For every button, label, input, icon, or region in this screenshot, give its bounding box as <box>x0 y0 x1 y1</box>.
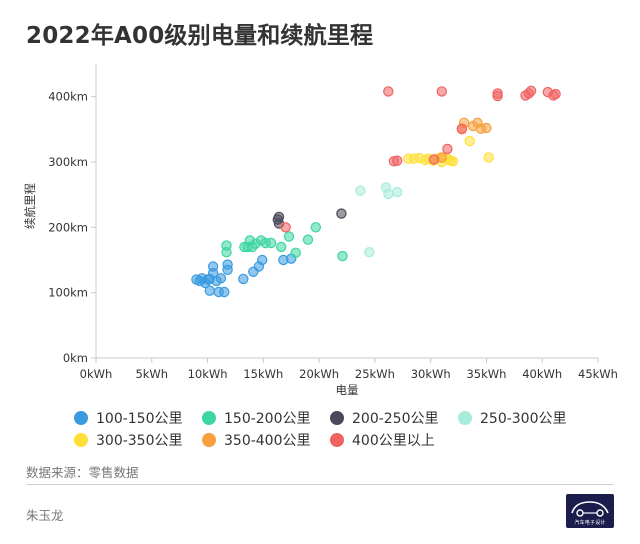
legend-item-350-400[interactable]: 350-400公里 <box>202 430 311 450</box>
data-point <box>222 259 233 270</box>
footer-divider <box>26 484 614 485</box>
data-point <box>280 222 291 233</box>
data-point <box>392 186 403 198</box>
legend-label: 400公里以上 <box>352 433 435 449</box>
data-point <box>483 152 494 163</box>
data-point <box>481 122 492 134</box>
x-tick-label: 45kWh <box>578 367 618 381</box>
car-logo-icon <box>571 501 609 517</box>
legend-swatch <box>458 411 472 425</box>
x-tick-label: 5kWh <box>135 367 168 381</box>
data-point <box>204 285 215 296</box>
scatter-chart: 0kWh 5kWh 10kWh 15kWh 20kWh 25kWh 30kWh 35kWh 40… <box>23 64 618 397</box>
data-point <box>428 154 440 165</box>
x-tick-label: 15kWh <box>243 367 283 381</box>
y-axis-label: 续航里程 <box>23 183 37 229</box>
x-tick-label: 40kWh <box>522 367 562 381</box>
data-point <box>273 211 285 223</box>
x-tick-label: 10kWh <box>188 367 228 381</box>
data-point <box>207 261 219 272</box>
legend-label: 200-250公里 <box>352 411 439 427</box>
legend-item-100-150[interactable]: 100-150公里 <box>74 408 183 428</box>
y-tick-label: 300km <box>48 155 88 169</box>
data-point <box>221 240 232 251</box>
legend-swatch <box>74 433 88 447</box>
data-point <box>456 123 468 134</box>
data-point <box>355 185 366 196</box>
y-tick-label: 200km <box>48 220 88 234</box>
legend-label: 300-350公里 <box>96 433 183 449</box>
legend-swatch <box>330 411 344 425</box>
legend-item-200-250[interactable]: 200-250公里 <box>330 408 439 428</box>
data-point <box>238 273 249 285</box>
data-point <box>447 156 459 167</box>
data-point <box>290 247 301 258</box>
legend-label: 250-300公里 <box>480 411 567 427</box>
legend-swatch <box>202 433 216 447</box>
data-points <box>191 85 561 298</box>
data-source-note: 数据来源：零售数据 <box>26 465 139 480</box>
data-point <box>283 231 295 242</box>
data-point <box>492 90 503 102</box>
chart-title: 2022年A00级别电量和续航里程 <box>26 23 374 49</box>
data-point <box>364 246 375 258</box>
legend-label: 350-400公里 <box>224 433 311 449</box>
legend-swatch <box>330 433 344 447</box>
x-tick-label: 0kWh <box>80 367 113 381</box>
data-point <box>265 237 277 249</box>
data-point <box>302 234 314 245</box>
x-tick-label: 30kWh <box>411 367 451 381</box>
legend-swatch <box>202 411 216 425</box>
author-name: 朱玉龙 <box>26 508 64 523</box>
x-tick-label: 25kWh <box>355 367 395 381</box>
legend-label: 100-150公里 <box>96 411 183 427</box>
data-point <box>257 254 268 266</box>
data-point <box>550 88 561 100</box>
data-point <box>219 286 230 298</box>
y-tick-label: 400km <box>48 90 88 104</box>
y-tick-label: 0km <box>63 351 88 365</box>
data-point <box>442 143 453 155</box>
legend-item-400-plus[interactable]: 400公里以上 <box>330 430 435 450</box>
legend-item-150-200[interactable]: 150-200公里 <box>202 408 311 428</box>
x-tick-label: 35kWh <box>466 367 506 381</box>
legend-item-250-300[interactable]: 250-300公里 <box>458 408 567 428</box>
legend-label: 150-200公里 <box>224 411 311 427</box>
data-point <box>276 241 287 253</box>
data-point <box>215 273 227 284</box>
chart-axes: 0kWh 5kWh 10kWh 15kWh 20kWh 25kWh 30kWh 35kWh 40… <box>48 64 618 381</box>
data-point <box>383 86 394 97</box>
legend-swatch <box>74 411 88 425</box>
brand-logo: 汽车电子设计 <box>566 494 614 528</box>
logo-caption: 汽车电子设计 <box>574 520 606 526</box>
data-point <box>392 155 403 166</box>
data-point <box>336 208 347 219</box>
x-tick-label: 20kWh <box>299 367 339 381</box>
data-point <box>310 222 321 233</box>
legend-item-300-350[interactable]: 300-350公里 <box>74 430 183 450</box>
data-point <box>436 86 447 97</box>
data-point <box>383 188 394 200</box>
x-axis-label: 电量 <box>336 383 359 397</box>
data-point <box>337 250 348 262</box>
data-point <box>525 85 537 97</box>
data-point <box>464 135 475 147</box>
y-tick-label: 100km <box>48 286 88 300</box>
